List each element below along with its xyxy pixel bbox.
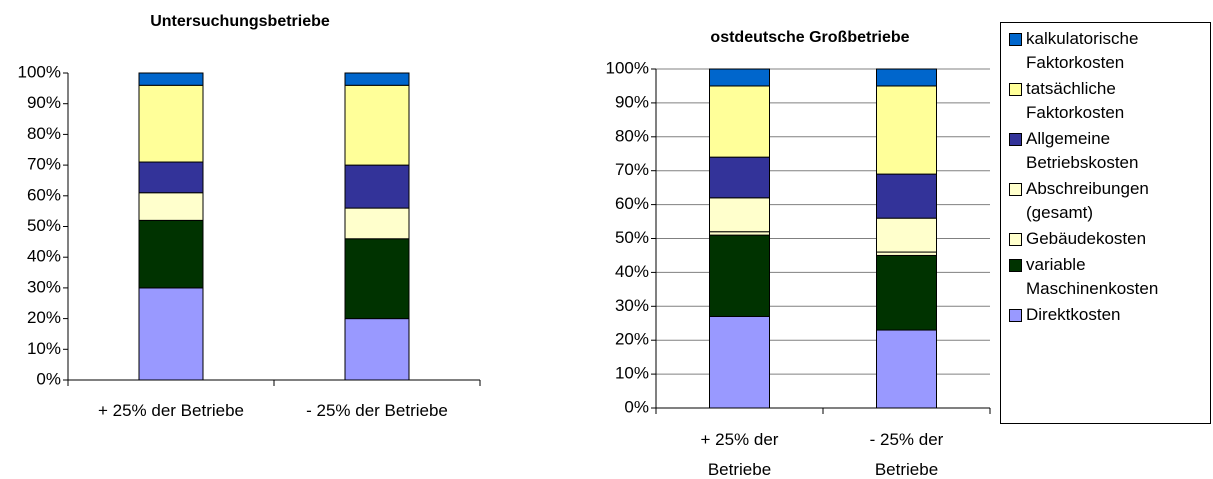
y-tick-label: 70%	[615, 160, 649, 179]
legend-swatch	[1009, 183, 1022, 196]
x-tick-label: + 25% der Betriebe	[700, 430, 779, 479]
y-tick-label: 0%	[36, 369, 61, 388]
bar-segment	[709, 231, 770, 236]
legend-item: Gebäudekosten	[1009, 227, 1210, 251]
y-tick-label: 50%	[615, 228, 649, 247]
y-tick-label: 20%	[27, 308, 61, 327]
legend-label: Abschreibungen (gesamt)	[1026, 179, 1149, 222]
legend-label: Direktkosten	[1026, 305, 1121, 324]
legend-item: Direktkosten	[1009, 303, 1210, 327]
legend-item: variable Maschinenkosten	[1009, 253, 1210, 301]
bar-segment	[876, 85, 937, 175]
legend-label: variable Maschinenkosten	[1026, 255, 1159, 298]
x-tick-label: - 25% der Betriebe	[869, 430, 944, 479]
bar-segment	[138, 161, 204, 194]
y-tick-label: 60%	[27, 185, 61, 204]
y-tick-label: 60%	[615, 194, 649, 213]
bar-segment	[344, 72, 410, 86]
bar-segment	[138, 72, 204, 86]
bar-segment	[138, 192, 204, 221]
y-tick-label: 80%	[615, 126, 649, 145]
bar-segment	[709, 234, 770, 317]
y-tick-label: 90%	[615, 92, 649, 111]
y-tick-label: 70%	[27, 155, 61, 174]
bar-segment	[709, 197, 770, 233]
legend-swatch	[1009, 309, 1022, 322]
legend-swatch	[1009, 133, 1022, 146]
legend-swatch	[1009, 233, 1022, 246]
x-tick-label: - 25% der Betriebe	[306, 401, 448, 420]
legend: kalkulatorische Faktorkosten tatsächliche…	[1000, 22, 1211, 424]
y-tick-label: 80%	[27, 124, 61, 143]
bar-segment	[138, 219, 204, 289]
bar-segment	[709, 156, 770, 199]
bar-segment	[709, 315, 770, 409]
legend-item: kalkulatorische Faktorkosten	[1009, 27, 1210, 75]
bar-segment	[876, 251, 937, 256]
legend-swatch	[1009, 83, 1022, 96]
y-tick-label: 100%	[18, 62, 61, 81]
y-tick-label: 30%	[27, 277, 61, 296]
bar-segment	[138, 84, 204, 163]
y-tick-label: 10%	[27, 339, 61, 358]
y-tick-label: 40%	[27, 247, 61, 266]
legend-item: Abschreibungen (gesamt)	[1009, 177, 1210, 225]
bar-segment	[876, 217, 937, 253]
legend-item: tatsächliche Faktorkosten	[1009, 77, 1210, 125]
legend-label: kalkulatorische Faktorkosten	[1026, 29, 1139, 72]
legend-item: Allgemeine Betriebskosten	[1009, 127, 1210, 175]
legend-label: Allgemeine Betriebskosten	[1026, 129, 1139, 172]
bar-segment	[876, 173, 937, 219]
legend-label: Gebäudekosten	[1026, 229, 1147, 248]
bar-segment	[138, 287, 204, 381]
x-tick-label: + 25% der Betriebe	[97, 401, 244, 420]
y-tick-label: 40%	[615, 262, 649, 281]
y-tick-label: 100%	[606, 58, 649, 77]
bar-segment	[709, 85, 770, 158]
legend-label: tatsächliche Faktorkosten	[1026, 79, 1125, 122]
y-tick-label: 0%	[624, 397, 649, 416]
y-tick-label: 90%	[27, 93, 61, 112]
chart-title: ostdeutsche Großbetriebe	[710, 29, 909, 46]
y-tick-label: 30%	[615, 296, 649, 315]
bar-segment	[344, 84, 410, 166]
bar-segment	[876, 68, 937, 87]
bar-segment	[344, 238, 410, 320]
bar-segment	[709, 68, 770, 87]
bar-segment	[876, 254, 937, 331]
bar-segment	[876, 329, 937, 409]
legend-swatch	[1009, 33, 1022, 46]
bar-segment	[344, 164, 410, 209]
bar-segment	[344, 318, 410, 381]
legend-swatch	[1009, 259, 1022, 272]
y-tick-label: 10%	[615, 364, 649, 383]
chart-title: Untersuchungsbetriebe	[150, 13, 330, 30]
y-tick-label: 50%	[27, 216, 61, 235]
y-tick-label: 20%	[615, 330, 649, 349]
bar-segment	[344, 207, 410, 240]
